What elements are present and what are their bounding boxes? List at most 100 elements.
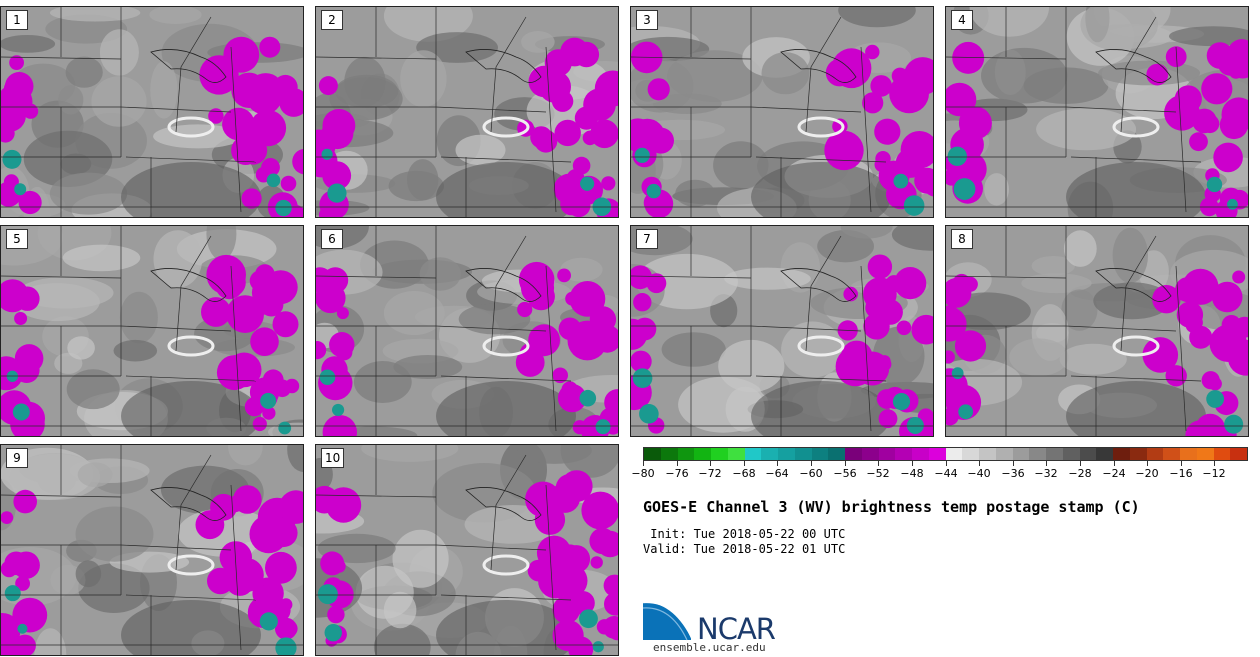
water-vapor-map [631,226,933,436]
colorbar-cell [644,448,661,460]
colorbar-cell [660,448,678,460]
colorbar-cell [1196,448,1214,460]
colorbar-tick-label: −16 [1169,467,1193,480]
colorbar-tick-label: −68 [732,467,756,480]
colorbar-cell [727,448,745,460]
colorbar-tick [710,461,711,466]
init-time: Init: Tue 2018-05-22 00 UTC [643,527,846,541]
colorbar-tick [1181,461,1182,466]
colorbar-tick [845,461,846,466]
panel-number: 9 [6,448,28,468]
stamp-panel-8[interactable]: 8 [945,225,1249,437]
colorbar-cell [1096,448,1113,460]
colorbar-tick [1214,461,1215,466]
colorbar-tick [1147,461,1148,466]
site-url[interactable]: ensemble.ucar.edu [653,641,766,654]
stamp-panel-1[interactable]: 1 [0,6,304,218]
colorbar-tick-label: −44 [934,467,958,480]
water-vapor-map [316,445,618,655]
stamp-panel-9[interactable]: 9 [0,444,304,656]
stamp-panel-10[interactable]: 10 [315,444,619,656]
colorbar-cell [1146,448,1164,460]
colorbar-tick [1046,461,1047,466]
colorbar-cell [694,448,711,460]
water-vapor-map [1,445,303,655]
colorbar-cell [1079,448,1097,460]
water-vapor-map [316,7,618,217]
colorbar-tick [643,461,644,466]
panel-number: 10 [321,448,345,468]
colorbar-tick [1114,461,1115,466]
colorbar-cell [1113,448,1130,460]
colorbar-tick-label: −72 [698,467,722,480]
ncar-logo-icon[interactable] [643,600,793,645]
panel-number: 8 [951,229,973,249]
colorbar-tick-label: −24 [1102,467,1126,480]
ncar-logo-text: NCAR [697,612,776,646]
colorbar-cell [861,448,879,460]
colorbar-cell [778,448,795,460]
water-vapor-map [316,226,618,436]
colorbar-tick [1013,461,1014,466]
colorbar-cell [895,448,912,460]
colorbar-tick [777,461,778,466]
stamp-panel-7[interactable]: 7 [630,225,934,437]
colorbar-tick-label: −64 [765,467,789,480]
water-vapor-map [631,7,933,217]
stamp-panel-3[interactable]: 3 [630,6,934,218]
colorbar-tick-label: −12 [1202,467,1226,480]
water-vapor-map [946,226,1248,436]
colorbar-cell [1180,448,1197,460]
stamp-panel-5[interactable]: 5 [0,225,304,437]
colorbar-tick [946,461,947,466]
panel-number: 6 [321,229,343,249]
colorbar-cell [761,448,778,460]
colorbar-tick-label: −52 [866,467,890,480]
panel-number: 2 [321,10,343,30]
colorbar-cell [1230,448,1247,460]
water-vapor-map [1,7,303,217]
colorbar-tick-label: −76 [665,467,689,480]
colorbar-cell [928,448,946,460]
figure-title: GOES-E Channel 3 (WV) brightness temp po… [643,498,1140,516]
colorbar-tick-label: −48 [900,467,924,480]
colorbar-tick [744,461,745,466]
panel-number: 3 [636,10,658,30]
colorbar-tick [1080,461,1081,466]
colorbar-tick [811,461,812,466]
colorbar-cell [1046,448,1063,460]
colorbar-cell [1213,448,1231,460]
colorbar [643,447,1248,461]
stamp-panel-6[interactable]: 6 [315,225,619,437]
colorbar-tick-label: −32 [1034,467,1058,480]
stamp-panel-2[interactable]: 2 [315,6,619,218]
colorbar-cell [995,448,1013,460]
valid-time: Valid: Tue 2018-05-22 01 UTC [643,542,846,556]
colorbar-tick-label: −36 [1001,467,1025,480]
colorbar-cell [677,448,695,460]
stamp-panel-4[interactable]: 4 [945,6,1249,218]
colorbar-tick-label: −28 [1068,467,1092,480]
colorbar-tick-label: −40 [967,467,991,480]
colorbar-cell [979,448,996,460]
colorbar-ticks: −80 −76 −72 −68 −64 −60 −56 −52 −48 −44 −40 −36 −32−… [631,461,1248,485]
colorbar-cell [811,448,829,460]
colorbar-cell [845,448,862,460]
colorbar-cell [711,448,728,460]
colorbar-cell [828,448,845,460]
colorbar-cell [744,448,762,460]
colorbar-cell [878,448,896,460]
colorbar-cell [1012,448,1030,460]
colorbar-tick-label: −60 [799,467,823,480]
colorbar-tick [878,461,879,466]
colorbar-cell [1062,448,1080,460]
colorbar-tick-label: −80 [631,467,655,480]
panel-number: 4 [951,10,973,30]
colorbar-cell [962,448,979,460]
colorbar-tick [979,461,980,466]
colorbar-tick-label: −56 [833,467,857,480]
colorbar-cell [945,448,963,460]
colorbar-tick [912,461,913,466]
water-vapor-map [946,7,1248,217]
panel-number: 1 [6,10,28,30]
